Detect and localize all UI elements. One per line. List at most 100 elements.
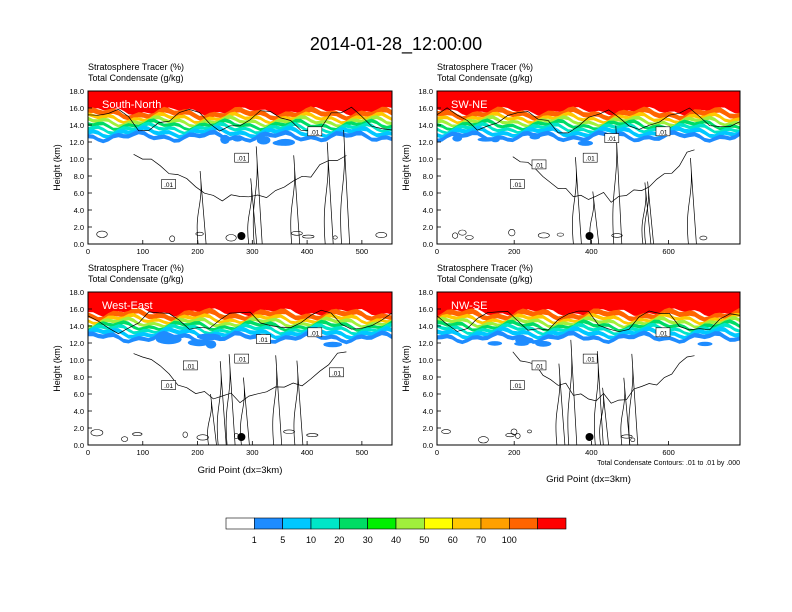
contour-line [628, 353, 639, 445]
x-tick-label: 600 [662, 247, 675, 256]
y-tick-label: 8.0 [74, 172, 84, 181]
y-axis-label: Height (km) [401, 345, 411, 392]
plot-frame [87, 291, 393, 446]
contour-line [207, 393, 217, 445]
contour-blob [121, 436, 129, 442]
x-tick-label: 600 [662, 448, 675, 457]
plot-frame [436, 90, 741, 245]
contour-label: .01 [607, 136, 616, 143]
contour-line [612, 125, 623, 244]
x-tick-label: 200 [191, 247, 204, 256]
contour-label: .01 [658, 129, 667, 136]
contour-label-box [531, 159, 547, 170]
contour-line [216, 361, 227, 445]
y-tick-label: 14.0 [418, 121, 433, 130]
y-tick-label: 8.0 [74, 373, 84, 382]
contour-blob [441, 429, 451, 434]
tracer-patch [577, 140, 594, 146]
contour-blob [508, 229, 516, 237]
x-tick-label: 500 [356, 247, 369, 256]
contour-label: .01 [586, 156, 595, 163]
contour-label-box [329, 367, 344, 378]
y-tick-label: 16.0 [418, 104, 433, 113]
contour-label: .01 [164, 383, 173, 390]
tracer-band-1 [88, 307, 392, 322]
y-tick-label: 14.0 [69, 322, 84, 331]
y-tick-label: 18.0 [418, 288, 433, 297]
x-tick-label: 0 [435, 247, 439, 256]
tracer-patch [535, 340, 552, 347]
y-tick-label: 0.0 [74, 441, 84, 450]
contour-blob [96, 230, 108, 238]
x-tick-label: 100 [137, 247, 150, 256]
contour-label-box [183, 360, 198, 371]
colorbar-swatch [310, 517, 340, 530]
tracer-band-2 [88, 111, 392, 125]
contour-line [323, 142, 334, 244]
panel-title-line: Stratosphere Tracer (%) [88, 263, 184, 273]
contour-blob [621, 434, 633, 439]
y-tick-label: 6.0 [423, 390, 433, 399]
contour-label-box [531, 360, 547, 371]
colorbar-label: 20 [334, 535, 344, 545]
colorbar-label: 40 [391, 535, 401, 545]
y-tick-label: 16.0 [69, 104, 84, 113]
y-tick-label: 8.0 [423, 172, 433, 181]
contour-line [687, 157, 697, 244]
contour-blob [375, 232, 388, 239]
y-tick-label: 14.0 [69, 121, 84, 130]
x-axis-label: Grid Point (dx=3km) [546, 474, 631, 485]
contour-label-box [604, 133, 620, 143]
colorbar-swatch [282, 517, 312, 530]
colorbar-swatch [395, 517, 425, 530]
contour-blob [90, 429, 104, 437]
colorbar-label: 30 [363, 535, 373, 545]
panel-sw-ne: .01 .01 .01 .01 .01 SW-NE Stratosphere Tracer … [401, 62, 741, 256]
contour-blob [515, 433, 521, 439]
tracer-band-2 [437, 111, 740, 125]
contour-line [88, 106, 392, 132]
y-tick-label: 2.0 [74, 424, 84, 433]
contour-blob [306, 433, 319, 437]
y-tick-label: 6.0 [74, 390, 84, 399]
contour-line [133, 351, 347, 404]
tracer-band-5 [88, 121, 392, 135]
contour-blob [291, 231, 303, 236]
contour-blob [510, 428, 518, 435]
tracer-patch [323, 341, 343, 348]
tracer-band-0 [437, 91, 740, 116]
contour-label: .01 [513, 383, 522, 390]
tracer-patch [220, 134, 230, 144]
plot-frame [436, 291, 741, 446]
x-tick-label: 100 [137, 448, 150, 457]
tracer-band-0 [88, 91, 392, 116]
figure-title: 2014-01-28_12:00:00 [310, 34, 482, 55]
location-marker [585, 433, 594, 441]
y-tick-label: 10.0 [69, 155, 84, 164]
contour-label: .01 [237, 357, 246, 364]
y-tick-label: 2.0 [423, 223, 433, 232]
contour-label: .01 [164, 182, 173, 189]
tracer-patch [155, 334, 182, 345]
contour-label: .01 [310, 129, 319, 136]
contour-label: .01 [310, 330, 319, 337]
tracer-patch [452, 135, 463, 142]
contour-label-box [307, 327, 323, 338]
tracer-patch [187, 339, 211, 347]
panel-title-line: Stratosphere Tracer (%) [437, 263, 533, 273]
contour-blob [225, 234, 237, 242]
y-tick-label: 2.0 [74, 223, 84, 232]
contour-line [512, 351, 695, 404]
y-tick-label: 18.0 [69, 288, 84, 297]
colorbar-label: 5 [280, 535, 285, 545]
x-tick-label: 400 [585, 247, 598, 256]
plot-area: .01 .01 .01 [88, 91, 392, 244]
tracer-patch [196, 333, 221, 340]
tracer-band-6 [88, 125, 392, 139]
y-tick-label: 12.0 [418, 339, 433, 348]
contour-blob [458, 229, 467, 236]
contour-blob [332, 235, 338, 240]
y-tick-label: 10.0 [418, 356, 433, 365]
y-tick-label: 14.0 [418, 322, 433, 331]
contour-label-box [307, 126, 323, 137]
